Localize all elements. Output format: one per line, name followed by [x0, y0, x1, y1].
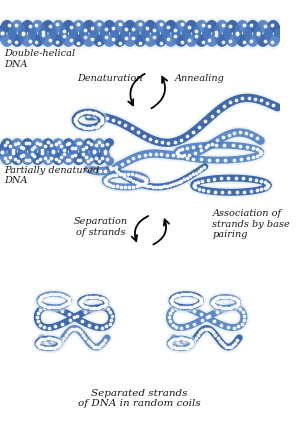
Text: Association of
strands by base
pairing: Association of strands by base pairing: [212, 209, 290, 239]
Text: Separated strands
of DNA in random coils: Separated strands of DNA in random coils: [78, 389, 201, 408]
Text: Annealing: Annealing: [175, 74, 225, 83]
Text: Denaturation: Denaturation: [77, 74, 143, 83]
Text: Double-helical
DNA: Double-helical DNA: [5, 49, 76, 68]
Text: Partially denatured
DNA: Partially denatured DNA: [5, 166, 100, 185]
Text: Separation
of strands: Separation of strands: [73, 217, 128, 237]
